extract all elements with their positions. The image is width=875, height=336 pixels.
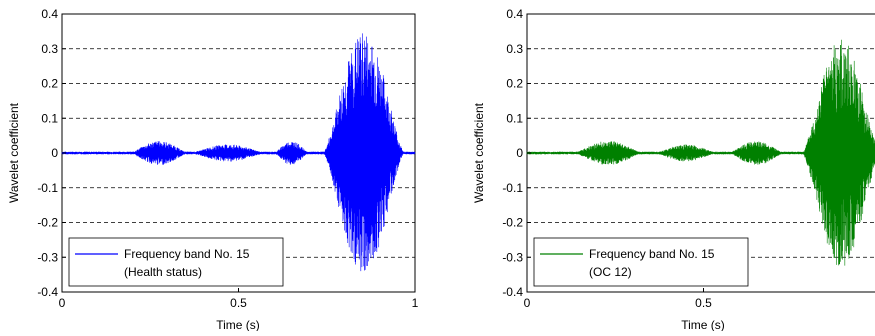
x-axis-label: Time (s): [681, 318, 725, 331]
y-tick-label: -0.4: [37, 285, 58, 299]
y-tick-label: 0.3: [506, 42, 523, 56]
y-tick-label: -0.4: [502, 285, 523, 299]
x-tick-label: 0: [524, 296, 531, 310]
legend-label-line1: Frequency band No. 15: [124, 247, 250, 261]
legend-label-line2: (Health status): [124, 265, 202, 279]
y-tick-label: 0.4: [41, 7, 58, 21]
x-tick-labels: 0 0.5 1: [59, 288, 419, 310]
y-tick-label: 0.1: [41, 111, 58, 125]
y-tick-labels: 0.4 0.3 0.2 0.1 0 -0.1 -0.2 -0.3 -0.4: [37, 7, 66, 299]
signal-trace: [526, 39, 875, 266]
y-tick-label: -0.1: [37, 181, 58, 195]
legend: Frequency band No. 15 (OC 12): [533, 237, 749, 287]
x-tick-label: 0.5: [230, 296, 247, 310]
y-tick-labels: 0.4 0.3 0.2 0.1 0 -0.1 -0.2 -0.3 -0.4: [502, 7, 531, 299]
signal-line: [61, 33, 416, 272]
legend: Frequency band No. 15 (Health status): [68, 237, 284, 287]
y-axis-label: Wavelet coefficient: [7, 102, 21, 203]
y-tick-label: -0.2: [37, 216, 58, 230]
y-tick-label: -0.3: [502, 250, 523, 264]
legend-box: [533, 237, 749, 287]
legend-label-line2: (OC 12): [589, 265, 632, 279]
y-tick-label: -0.2: [502, 216, 523, 230]
y-tick-label: 0.2: [506, 77, 523, 91]
legend-label-line1: Frequency band No. 15: [589, 247, 715, 261]
left-chart: 0.40.30.20.10-0.1-0.2-0.3-0.4 0 0.5 1 Time…: [7, 7, 419, 332]
x-axis-label: Time (s): [216, 318, 260, 331]
signal-trace: [61, 33, 416, 272]
legend-box: [68, 237, 284, 287]
signal-line: [526, 39, 875, 266]
y-tick-label: 0.4: [506, 7, 523, 21]
y-tick-label: 0.1: [506, 111, 523, 125]
y-tick-label: -0.3: [37, 250, 58, 264]
y-axis-label: Wavelet coefficient: [472, 102, 486, 203]
x-tick-label: 0: [59, 296, 66, 310]
y-tick-label: -0.1: [502, 181, 523, 195]
x-tick-label: 1: [412, 296, 419, 310]
x-tick-label: 0.5: [695, 296, 712, 310]
x-tick-labels: 0 0.5: [524, 288, 712, 310]
y-tick-label: 0: [51, 146, 58, 160]
y-tick-label: 0.2: [41, 77, 58, 91]
y-tick-label: 0: [516, 146, 523, 160]
right-chart: 0.40.30.20.10-0.1-0.2-0.3-0.4 0 0.5 Time …: [472, 7, 875, 332]
y-tick-label: 0.3: [41, 42, 58, 56]
